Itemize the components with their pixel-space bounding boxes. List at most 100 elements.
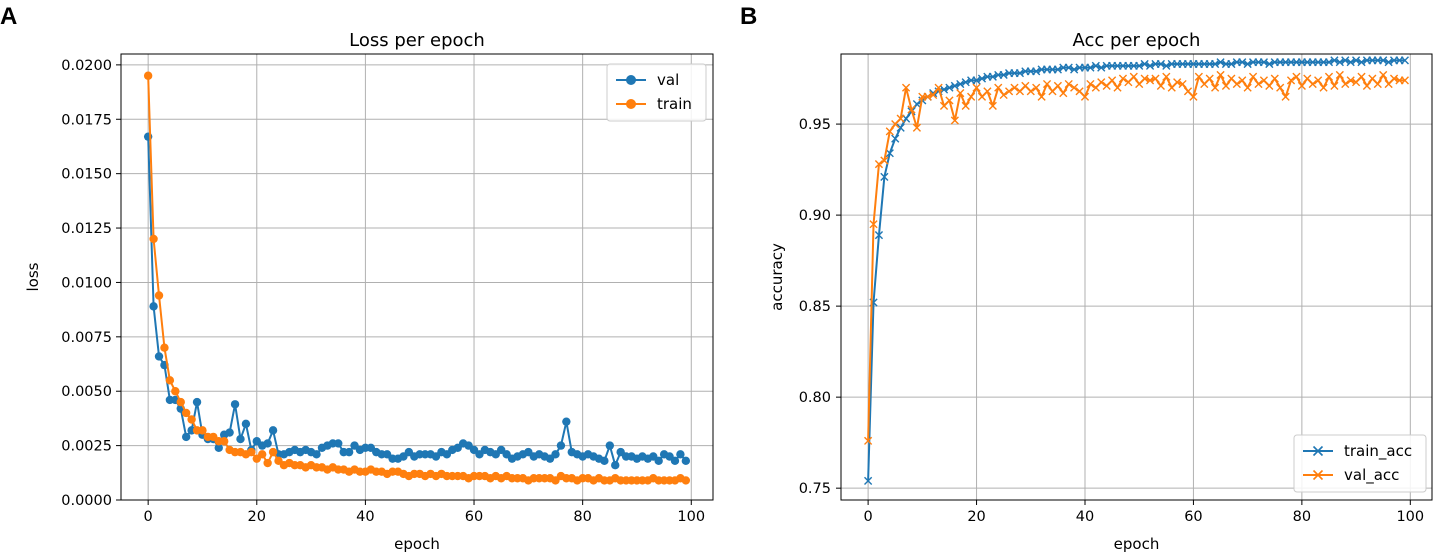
data-point-val_acc <box>1194 72 1203 81</box>
data-point-val <box>225 428 234 437</box>
data-point-val_acc <box>1335 70 1344 80</box>
data-point-val_acc <box>967 92 976 101</box>
legend-label-val_acc: val_acc <box>1344 466 1399 485</box>
data-point-val_acc <box>929 90 938 100</box>
data-point-val_acc <box>1118 74 1128 83</box>
data-point-val_acc <box>1037 92 1046 101</box>
data-point-val <box>681 456 691 466</box>
data-point-val <box>605 441 615 450</box>
data-point-train <box>143 71 153 80</box>
data-point-val <box>192 397 202 407</box>
data-point-train_acc <box>988 72 997 81</box>
data-point-val_acc <box>1080 92 1090 101</box>
data-point-train <box>187 415 196 424</box>
data-point-train_acc <box>874 231 884 240</box>
data-point-val_acc <box>1324 72 1334 81</box>
data-point-train_acc <box>880 172 889 181</box>
data-point-train_acc <box>961 78 970 87</box>
data-point-val_acc <box>1319 83 1328 92</box>
data-point-val_acc <box>1151 74 1160 83</box>
data-point-val <box>230 400 240 409</box>
data-point-train <box>268 447 278 457</box>
x-tick-label: 80 <box>1293 509 1311 525</box>
data-point-train <box>181 408 191 418</box>
data-point-train_acc <box>1379 56 1388 65</box>
data-point-train_acc <box>1216 58 1225 67</box>
legend-marker-train_acc <box>1312 445 1324 457</box>
data-point-val_acc <box>880 156 889 165</box>
data-point-val_acc <box>864 436 873 445</box>
x-tick-label: 80 <box>573 509 591 525</box>
data-point-val_acc <box>988 101 997 110</box>
y-tick-label: 0.80 <box>799 390 831 406</box>
data-point-train <box>160 343 169 352</box>
data-point-val_acc <box>1162 72 1171 81</box>
data-point-val_acc <box>961 101 970 110</box>
y-axis-label: loss <box>24 262 42 291</box>
data-point-train_acc <box>1346 58 1355 67</box>
data-point-val <box>334 439 343 448</box>
data-point-val <box>556 441 566 450</box>
data-point-val_acc <box>934 83 943 92</box>
x-tick-label: 60 <box>1184 509 1202 525</box>
data-point-train_acc <box>945 83 954 92</box>
y-tick-label: 0.0025 <box>61 439 112 455</box>
x-tick-label: 0 <box>863 509 872 525</box>
legend-marker-train <box>626 99 636 109</box>
data-point-train <box>149 234 158 244</box>
x-tick-label: 100 <box>1396 509 1424 525</box>
data-point-val <box>236 434 245 444</box>
data-point-val_acc <box>1189 92 1198 101</box>
x-tick-label: 40 <box>1076 509 1094 525</box>
data-point-val_acc <box>1173 78 1182 87</box>
data-point-train_acc <box>956 79 965 89</box>
data-point-train_acc <box>1211 59 1220 69</box>
data-point-train_acc <box>885 149 894 158</box>
data-point-train_acc <box>1400 56 1409 65</box>
panel-label-a: A <box>0 3 17 30</box>
accuracy-chart: 0 20 40 60 80 100 0.75 0.80 0.85 0.90 0.95 Acc per … <box>768 30 1433 553</box>
data-point-train_acc <box>1243 59 1252 69</box>
y-tick-label: 0.0175 <box>61 112 112 128</box>
data-point-train_acc <box>1156 59 1165 69</box>
y-tick-label: 0.0150 <box>61 167 112 183</box>
plot-frame <box>840 53 1433 501</box>
data-point-val_acc <box>1004 87 1014 96</box>
data-point-train_acc <box>950 81 959 90</box>
y-tick-label: 0.0075 <box>61 330 112 346</box>
data-point-val_acc <box>972 83 981 92</box>
data-point-val_acc <box>1156 81 1165 90</box>
plot-frame <box>120 53 714 501</box>
legend-label-train: train <box>657 95 692 113</box>
data-point-val_acc <box>1265 81 1274 90</box>
data-point-val_acc <box>907 105 916 114</box>
data-point-val_acc <box>1254 79 1263 89</box>
data-point-train_acc <box>1032 67 1041 76</box>
data-point-val_acc <box>1113 83 1122 92</box>
data-point-val <box>241 419 251 429</box>
data-point-train_acc <box>1341 56 1350 65</box>
data-point-val_acc <box>1292 72 1301 81</box>
data-point-train_acc <box>1140 59 1149 69</box>
data-point-train <box>171 387 180 396</box>
data-point-val_acc <box>1373 79 1382 89</box>
data-point-train_acc <box>1162 61 1171 70</box>
data-point-val <box>149 302 158 311</box>
data-point-val_acc <box>1145 76 1155 85</box>
legend-label-val: val <box>657 71 679 89</box>
data-point-val_acc <box>1308 79 1317 89</box>
data-point-val_acc <box>1362 81 1372 90</box>
data-point-val_acc <box>1357 72 1366 81</box>
y-axis-label: accuracy <box>768 243 786 311</box>
data-point-train_acc <box>977 74 987 83</box>
data-point-train <box>681 476 691 485</box>
data-point-val <box>611 460 620 470</box>
data-point-val <box>600 456 609 466</box>
series-line-val <box>147 136 687 467</box>
x-tick-label: 100 <box>677 509 705 525</box>
data-point-train <box>219 437 229 446</box>
data-point-val_acc <box>1270 74 1279 83</box>
data-point-val_acc <box>1108 76 1117 85</box>
data-point-val_acc <box>956 89 965 98</box>
data-point-train_acc <box>864 476 873 485</box>
